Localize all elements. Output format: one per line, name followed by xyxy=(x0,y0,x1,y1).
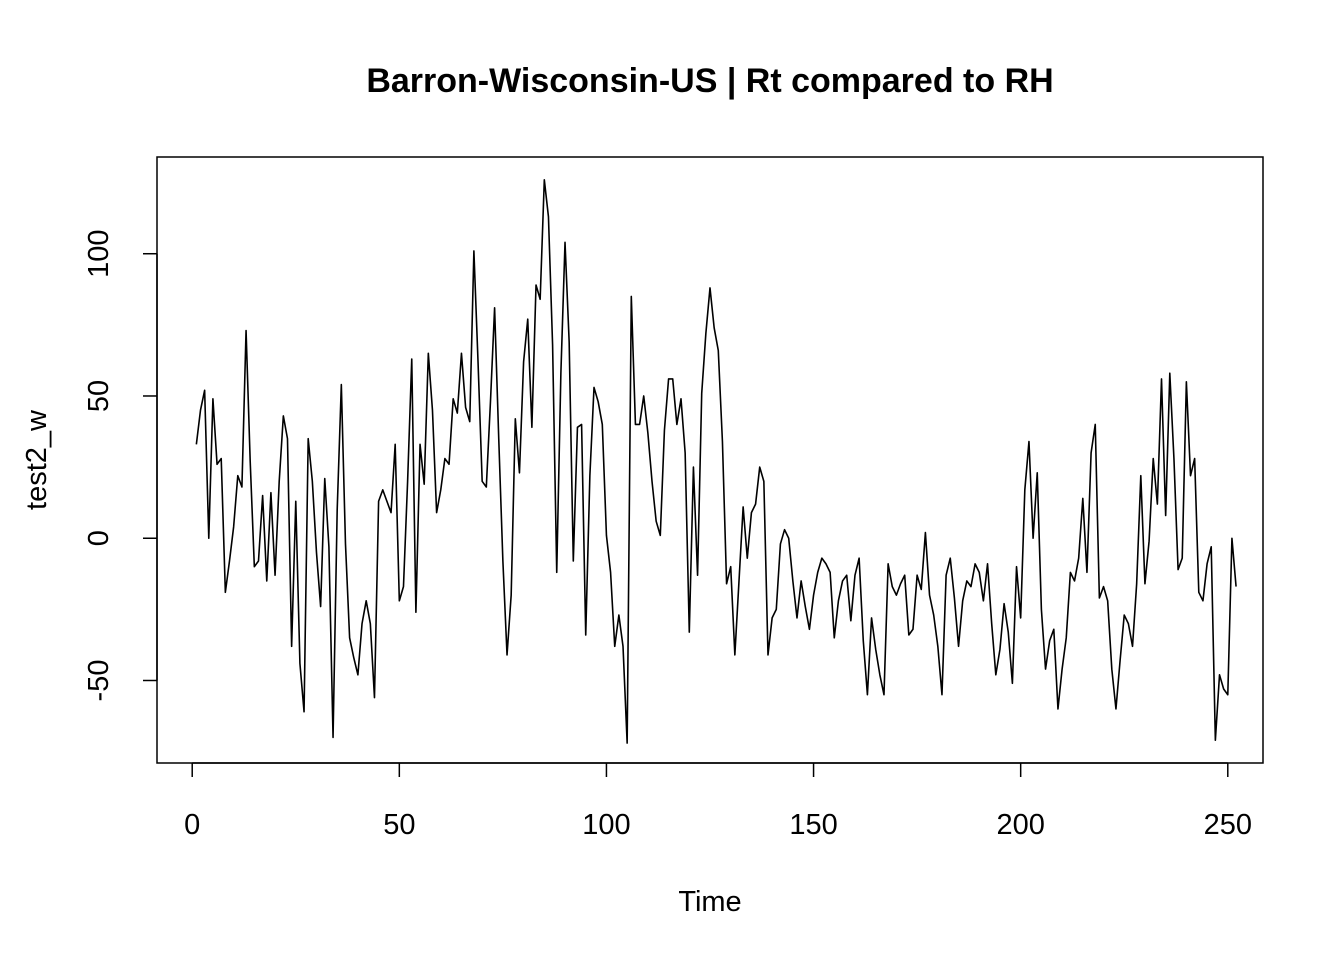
x-axis: 0 50 100 150 200 250 xyxy=(184,762,1252,841)
x-tick-label: 250 xyxy=(1204,809,1252,841)
y-axis: -50 0 50 100 xyxy=(83,230,158,702)
plot-frame xyxy=(156,156,1264,764)
x-tick-label: 200 xyxy=(996,809,1044,841)
x-tick-label: 150 xyxy=(789,809,837,841)
chart-title: Barron-Wisconsin-US | Rt compared to RH xyxy=(366,62,1053,100)
x-tick-label: 100 xyxy=(582,809,630,841)
y-tick-label: -50 xyxy=(83,660,115,702)
x-tick-label: 0 xyxy=(184,809,200,841)
x-tick-label: 50 xyxy=(383,809,415,841)
y-tick-label: 0 xyxy=(83,530,115,546)
x-axis-label: Time xyxy=(678,886,741,918)
y-tick-label: 50 xyxy=(83,380,115,412)
y-tick-label: 100 xyxy=(83,230,115,278)
series-line xyxy=(195,178,1237,744)
y-axis-label: test2_w xyxy=(21,409,53,510)
